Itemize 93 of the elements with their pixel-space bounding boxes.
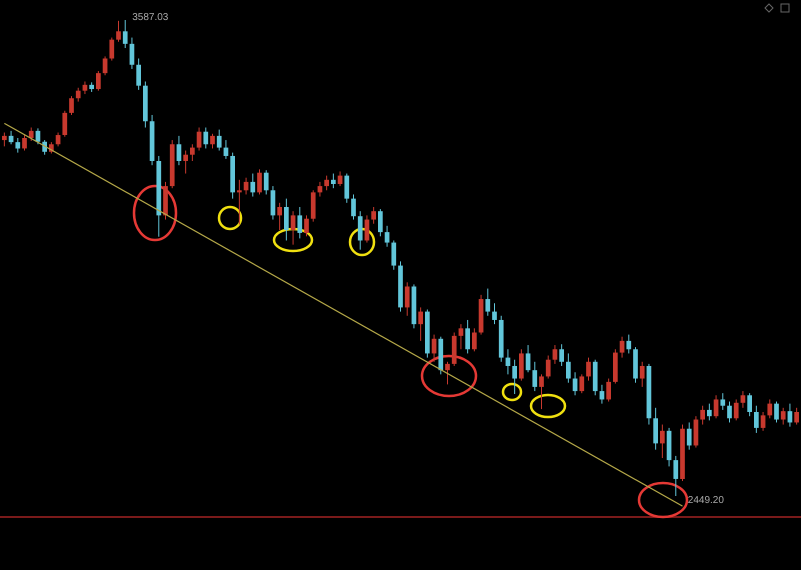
candlestick <box>196 127 202 152</box>
candlestick <box>210 133 215 149</box>
candlestick <box>344 173 350 204</box>
candlestick <box>216 129 222 152</box>
candlestick <box>740 390 746 408</box>
candlestick <box>472 328 477 352</box>
candlestick <box>183 150 188 174</box>
candlestick <box>122 19 128 49</box>
candlestick <box>190 144 195 162</box>
candlestick <box>512 359 517 395</box>
candlestick <box>89 82 94 92</box>
candlestick <box>673 455 678 497</box>
candlestick <box>686 422 692 450</box>
candlestick <box>290 210 296 246</box>
candlestick <box>96 70 101 92</box>
candlestick <box>338 170 342 187</box>
candlestick <box>767 398 772 419</box>
candlestick <box>351 194 356 220</box>
candlestick <box>364 214 370 244</box>
annotation: 3587.03 <box>132 12 169 23</box>
candlestick <box>700 405 705 426</box>
candlestick <box>8 130 14 145</box>
candlestick <box>22 134 27 152</box>
candlestick <box>707 403 712 421</box>
candlestick <box>458 324 464 350</box>
candlestick <box>572 372 578 396</box>
candlestick <box>391 240 396 270</box>
candlestick <box>506 348 510 375</box>
candlestick <box>102 56 108 76</box>
candlestick <box>203 127 208 149</box>
candlestick <box>62 110 68 138</box>
candlestick <box>734 398 739 421</box>
candlestick <box>714 394 718 419</box>
candlestick <box>130 37 134 70</box>
candlestick <box>277 202 282 231</box>
candlestick <box>384 225 390 248</box>
candlestick <box>109 37 114 62</box>
candlestick <box>526 344 530 373</box>
candlestick <box>760 412 766 432</box>
candlestick <box>297 206 302 239</box>
candlestick <box>586 357 591 382</box>
annotation: 2449.20 <box>688 495 724 506</box>
candlestick <box>794 407 799 426</box>
candlestick <box>788 403 792 428</box>
candlestick <box>56 132 60 147</box>
candlestick <box>626 334 632 354</box>
candlestick <box>331 173 336 189</box>
candlestick <box>465 319 470 354</box>
candlestick <box>378 208 383 237</box>
candlestick <box>445 361 450 385</box>
candlestick <box>485 288 490 316</box>
candlestick <box>304 214 309 237</box>
candlestick <box>559 344 564 366</box>
candlestick <box>532 361 538 392</box>
candlestick <box>727 401 732 423</box>
candlestick <box>754 405 759 434</box>
candlestick <box>264 170 269 195</box>
candlestick <box>82 81 88 95</box>
candlestick <box>774 401 779 423</box>
candlestick <box>432 334 436 362</box>
candlestick <box>36 128 40 145</box>
candlestick <box>257 168 262 195</box>
candlestick <box>600 384 604 404</box>
candlestick <box>546 355 551 380</box>
candlestick <box>116 20 121 42</box>
candlestick <box>566 352 571 384</box>
candlestick <box>76 87 81 102</box>
candlestick <box>371 206 376 224</box>
candlestick <box>620 336 624 358</box>
candlestick <box>404 282 410 316</box>
candlestick <box>552 344 558 364</box>
candlestick <box>660 424 665 459</box>
candlestick <box>539 374 544 410</box>
candlestick <box>780 407 786 426</box>
candlestick <box>250 173 256 198</box>
candlestick <box>15 137 20 154</box>
candlestick <box>176 135 182 166</box>
candlestick <box>69 96 74 116</box>
candlestick <box>224 140 228 160</box>
candlestick <box>747 392 752 417</box>
candlestick <box>324 175 329 191</box>
candlestick <box>2 132 7 147</box>
candlestick <box>606 378 611 402</box>
candlestick <box>418 306 423 342</box>
candlestick <box>244 177 248 195</box>
candlestick <box>720 392 726 410</box>
candlestick <box>579 374 584 394</box>
candlestick <box>136 58 141 90</box>
candlestick <box>284 198 289 241</box>
candlestick <box>640 361 645 388</box>
candlestick <box>237 179 242 226</box>
candlestick <box>318 181 322 198</box>
candlestick <box>492 302 497 325</box>
